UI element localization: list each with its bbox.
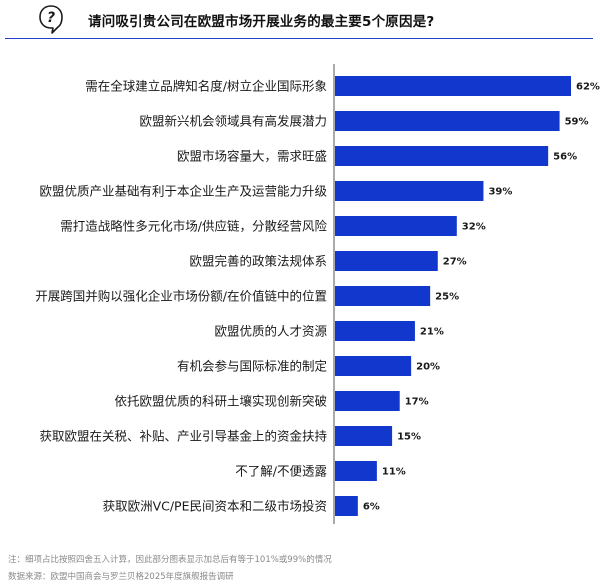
data-label: 6% [363, 502, 380, 513]
chart-title: 请问吸引贵公司在欧盟市场开展业务的最主要5个原因是? [88, 14, 435, 30]
bar [335, 76, 571, 96]
data-label: 20% [416, 362, 440, 373]
bar [335, 356, 412, 376]
bar [335, 496, 358, 516]
data-label: 59% [565, 117, 589, 128]
data-label: 27% [443, 257, 467, 268]
data-label: 62% [576, 82, 600, 93]
category-label: 依托欧盟优质的科研土壤实现创新突破 [114, 394, 327, 409]
category-label: 有机会参与国际标准的制定 [177, 359, 327, 374]
bar-chart: 需在全球建立品牌知名度/树立企业国际形象 62% 欧盟新兴机会领域具有高发展潜力 59… [35, 64, 600, 524]
category-label: 开展跨国并购以强化企业市场份额/在价值链中的位置 [35, 289, 327, 304]
category-label: 需打造战略性多元化市场/供应链，分散经营风险 [60, 219, 327, 234]
category-label: 不了解/不便透露 [235, 464, 327, 479]
bar [335, 391, 400, 411]
category-label: 需在全球建立品牌知名度/树立企业国际形象 [85, 79, 327, 94]
data-label: 56% [553, 152, 577, 163]
data-label: 32% [462, 222, 486, 233]
bar [335, 111, 560, 131]
category-label: 欧盟完善的政策法规体系 [189, 254, 327, 269]
data-label: 15% [397, 432, 421, 443]
category-label: 欧盟市场容量大，需求旺盛 [177, 149, 327, 164]
data-source: 数据来源：欧盟中国商会与罗兰贝格2025年度旗舰报告调研 [8, 572, 234, 582]
bar [335, 321, 415, 341]
data-label: 39% [488, 187, 512, 198]
question-bubble-icon: ? [39, 5, 63, 34]
data-label: 17% [405, 397, 429, 408]
data-label: 11% [382, 467, 406, 478]
category-label: 获取欧洲VC/PE民间资本和二级市场投资 [103, 499, 327, 514]
bar [335, 216, 457, 236]
category-label: 欧盟优质的人才资源 [214, 324, 327, 339]
category-label: 欧盟新兴机会领域具有高发展潜力 [139, 114, 327, 129]
header-divider [5, 38, 593, 39]
bar [335, 461, 377, 481]
category-label: 获取欧盟在关税、补贴、产业引导基金上的资金扶持 [39, 429, 327, 444]
bar [335, 286, 431, 306]
category-label: 欧盟优质产业基础有利于本企业生产及运营能力升级 [39, 184, 327, 199]
bar [335, 181, 484, 201]
data-label: 21% [420, 327, 444, 338]
svg-text:?: ? [47, 10, 55, 26]
bar [335, 251, 438, 271]
bar [335, 146, 549, 166]
chart-header: ? 请问吸引贵公司在欧盟市场开展业务的最主要5个原因是? [0, 0, 600, 40]
data-label: 25% [435, 292, 459, 303]
bar [335, 426, 393, 446]
footnote: 注：细项占比按照四舍五入计算，因此部分图表显示加总后有等于101%或99%的情况 [8, 555, 332, 565]
